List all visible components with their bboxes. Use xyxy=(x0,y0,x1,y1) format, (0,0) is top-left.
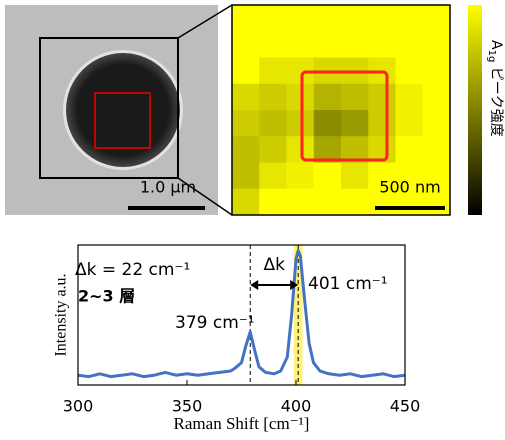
map-cell xyxy=(232,84,260,111)
map-cell xyxy=(287,110,315,137)
sem-image: 1.0 μm xyxy=(5,5,232,215)
annotation: Δk = 22 cm⁻¹ xyxy=(75,260,190,280)
map-cell xyxy=(259,84,287,111)
map-cell xyxy=(368,31,396,58)
map-cell xyxy=(314,31,342,58)
map-cell xyxy=(259,58,287,85)
spectrum-plot: 300 350 400 450 Raman Shift [cm⁻¹] Intensity … xyxy=(53,245,421,433)
map-cell xyxy=(314,110,342,137)
map-cell xyxy=(259,189,287,216)
map-cell xyxy=(423,31,451,58)
map-cell xyxy=(396,31,424,58)
map-cell xyxy=(259,110,287,137)
map-cell xyxy=(396,58,424,85)
annotation: 401 cm⁻¹ xyxy=(308,274,388,294)
map-cell xyxy=(287,189,315,216)
x-tick-label: 350 xyxy=(172,397,203,416)
map-cell xyxy=(259,136,287,163)
map-cell xyxy=(287,5,315,32)
x-axis-label: Raman Shift [cm⁻¹] xyxy=(174,414,310,433)
map-cell xyxy=(423,58,451,85)
map-cell xyxy=(423,136,451,163)
map-cell xyxy=(314,84,342,111)
map-cell xyxy=(423,110,451,137)
map-cell xyxy=(232,110,260,137)
sem-scale-label: 1.0 μm xyxy=(140,178,196,197)
annotation: Δk xyxy=(263,255,285,275)
figure: 1.0 μm 500 nm A1g ピーク強度 300 350 400 450 Rama… xyxy=(0,0,505,436)
map-cell xyxy=(423,84,451,111)
map-cell xyxy=(314,163,342,190)
map-cell xyxy=(287,163,315,190)
map-cell xyxy=(232,136,260,163)
colorbar-label: A1g ピーク強度 xyxy=(486,40,504,137)
x-tick-label: 400 xyxy=(281,397,312,416)
map-cell xyxy=(396,5,424,32)
map-cell xyxy=(396,110,424,137)
map-cell xyxy=(423,5,451,32)
x-tick-label: 300 xyxy=(63,397,94,416)
map-cell xyxy=(341,189,369,216)
map-cell xyxy=(396,84,424,111)
map-cell xyxy=(259,163,287,190)
map-cell xyxy=(368,84,396,111)
map-cell xyxy=(368,5,396,32)
map-cell xyxy=(232,5,260,32)
map-cell xyxy=(287,84,315,111)
map-cell xyxy=(259,5,287,32)
map-cell xyxy=(232,58,260,85)
map-cell xyxy=(232,31,260,58)
y-axis-label: Intensity a.u. xyxy=(53,273,70,356)
map-cell xyxy=(287,31,315,58)
map-cell xyxy=(314,5,342,32)
map-cell xyxy=(232,163,260,190)
annotation: 2~3 層 xyxy=(78,287,135,306)
map-cell xyxy=(232,189,260,216)
map-scale-label: 500 nm xyxy=(379,178,440,197)
map-cell xyxy=(341,163,369,190)
colorbar xyxy=(468,5,482,215)
annotation: 379 cm⁻¹ xyxy=(175,313,255,333)
map-cell xyxy=(341,110,369,137)
map-cell xyxy=(341,31,369,58)
map-cell xyxy=(314,189,342,216)
map-cell xyxy=(396,136,424,163)
map-cell xyxy=(341,84,369,111)
x-tick-label: 450 xyxy=(390,397,421,416)
map-cell xyxy=(368,110,396,137)
map-cell xyxy=(259,31,287,58)
map-cell xyxy=(341,5,369,32)
